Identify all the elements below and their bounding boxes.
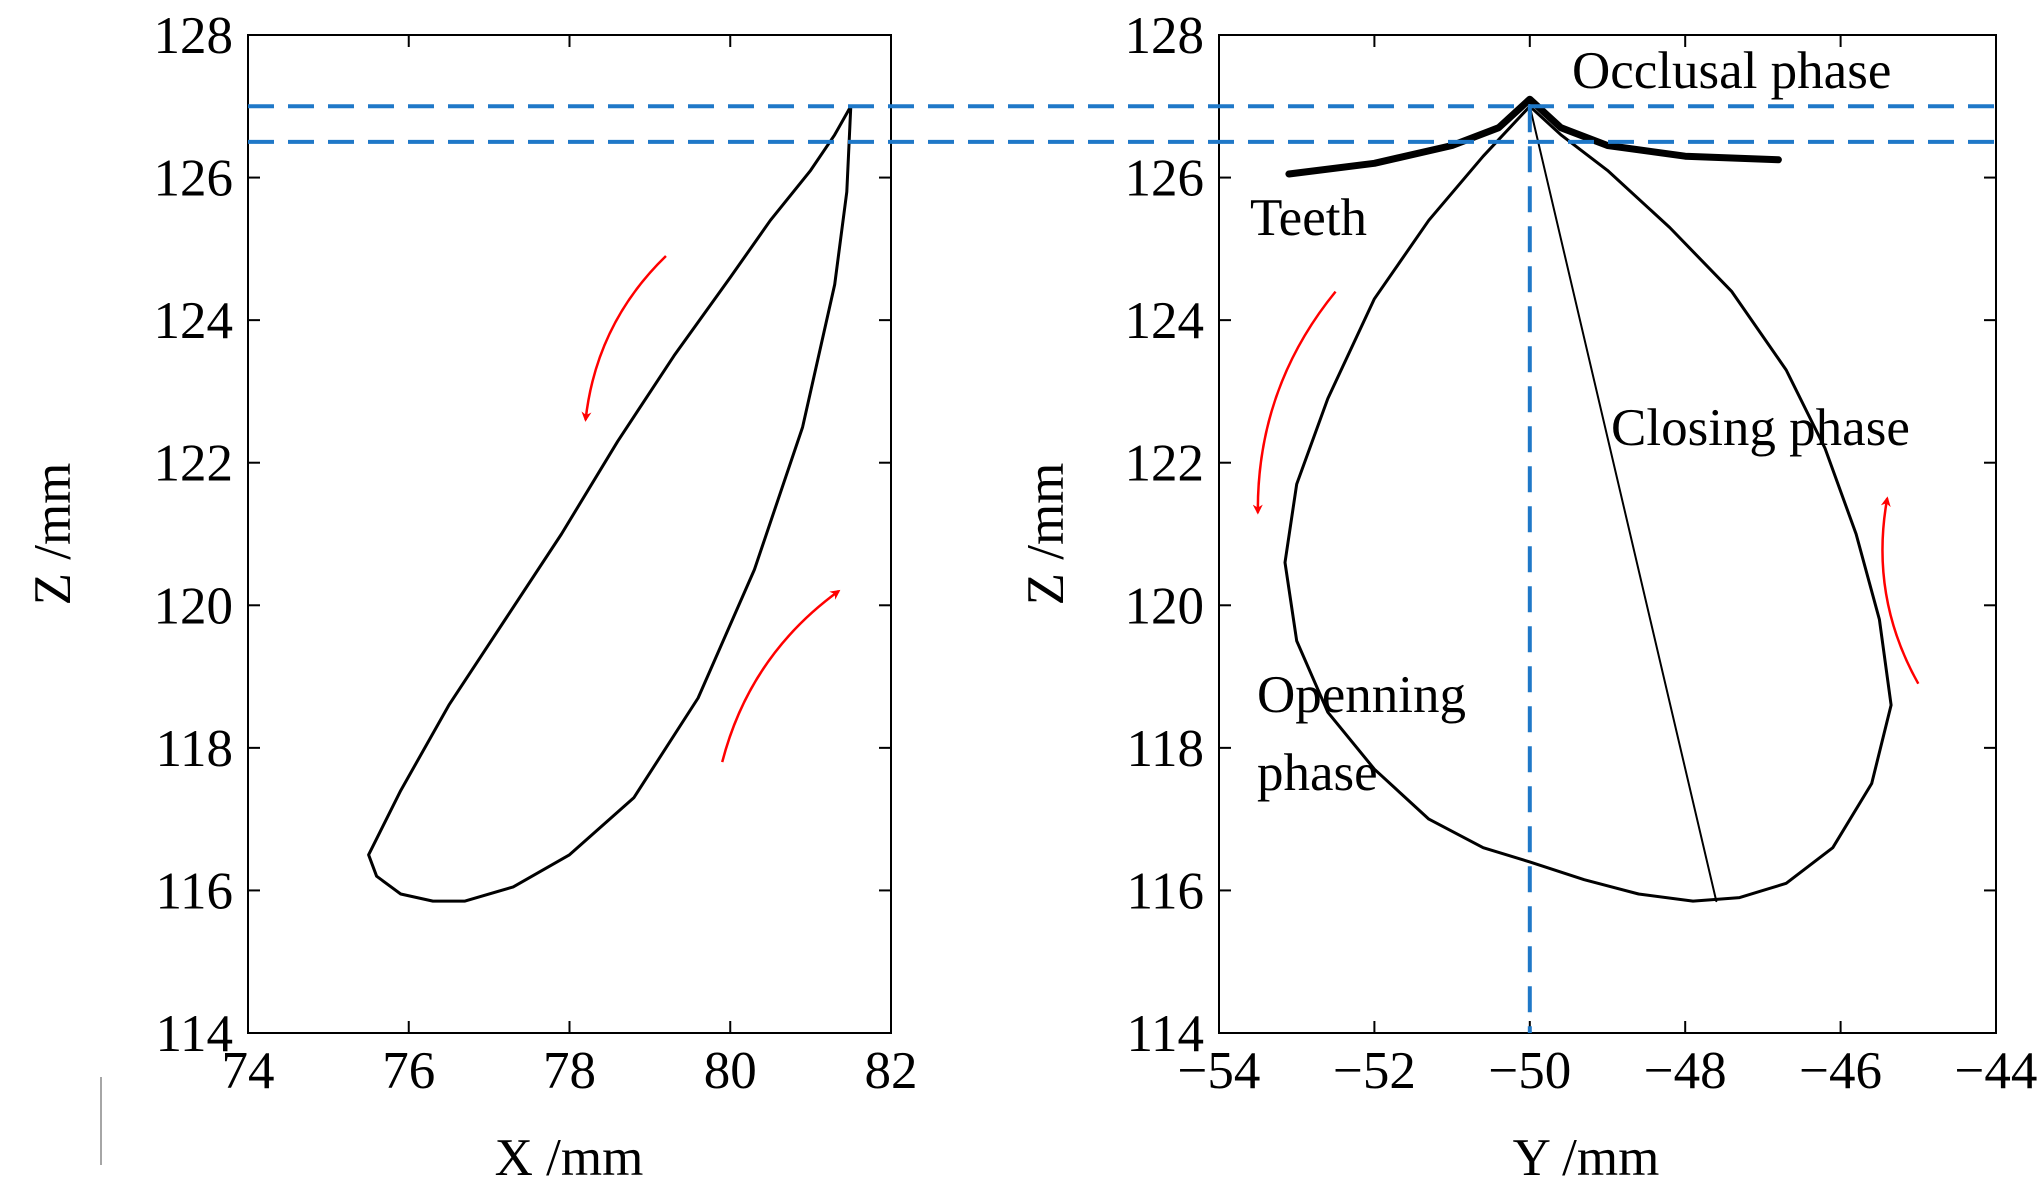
right-y-tick-label: 122: [1125, 435, 1205, 493]
left-arrow-up: [721, 589, 841, 763]
left-y-tick-label: 128: [154, 7, 234, 65]
left-y-tick-label: 118: [155, 720, 233, 778]
right-y-tick-label: 128: [1125, 7, 1205, 65]
annotation-teeth: Teeth: [1250, 189, 1367, 247]
right-y-tick-label: 126: [1125, 150, 1205, 208]
right-arrow-up: [1880, 496, 1920, 685]
right-x-tick-label: −48: [1644, 1042, 1727, 1100]
right-series-trajectory: [1283, 104, 1893, 903]
right-arrows: [1252, 290, 1920, 685]
left-y-tick-label: 124: [154, 292, 234, 350]
right-x-tick-label: −46: [1799, 1042, 1882, 1100]
right-y-tick-label: 124: [1125, 292, 1205, 350]
left-x-tick-label: 82: [865, 1042, 918, 1100]
left-curves: [367, 104, 853, 903]
left-ticks: 74 76 78 80 82 114 116 118 120 122 124 126 128: [154, 7, 918, 1100]
left-x-tick-label: 78: [543, 1042, 596, 1100]
left-x-tick-label: 80: [704, 1042, 757, 1100]
right-y-tick-label: 114: [1126, 1005, 1204, 1063]
left-x-tick-label: 74: [222, 1042, 275, 1100]
annotation-closing-phase: Closing phase: [1611, 399, 1910, 457]
right-y-tick-label: 116: [1126, 862, 1204, 920]
left-y-tick-label: 116: [155, 862, 233, 920]
right-series-closing-chord: [1528, 105, 1718, 903]
right-y-tick-label: 118: [1126, 720, 1204, 778]
right-x-tick-label: −44: [1955, 1042, 2038, 1100]
left-y-tick-label: 114: [155, 1005, 233, 1063]
left-panel: 74 76 78 80 82 114 116 118 120 122 124 126 128 X /mm…: [24, 7, 918, 1187]
right-ticks: −54 −52 −50 −48 −46 −44 114 116 118 120 122 124 126 1…: [1125, 7, 2038, 1100]
annotation-openning: Openning: [1257, 666, 1466, 724]
right-curves: [1283, 95, 1893, 903]
right-arrow-down: [1252, 290, 1337, 515]
right-x-tick-label: −50: [1488, 1042, 1571, 1100]
left-axes-box: [247, 34, 892, 1034]
left-y-axis-title: Z /mm: [24, 463, 82, 606]
left-y-tick-label: 120: [154, 577, 234, 635]
guide-lines: [248, 104, 1996, 1033]
right-series-teeth: [1285, 95, 1782, 178]
left-series-trajectory: [367, 104, 853, 903]
left-arrows: [581, 255, 841, 763]
right-x-tick-label: −54: [1178, 1042, 1261, 1100]
annotation-occlusal-phase: Occlusal phase: [1572, 42, 1891, 100]
left-arrow-down: [581, 255, 667, 422]
right-y-axis-title: Z /mm: [1017, 463, 1075, 606]
left-x-tick-label: 76: [382, 1042, 435, 1100]
left-y-tick-label: 122: [154, 435, 234, 493]
right-x-axis-title: Y /mm: [1513, 1129, 1660, 1187]
left-x-axis-title: X /mm: [495, 1129, 644, 1187]
left-y-tick-label: 126: [154, 150, 234, 208]
right-y-tick-label: 120: [1125, 577, 1205, 635]
right-panel: −54 −52 −50 −48 −46 −44 114 116 118 120 122 124 126 1…: [1017, 7, 2037, 1187]
right-x-tick-label: −52: [1333, 1042, 1416, 1100]
right-axes-box: [1218, 34, 1997, 1034]
annotation-phase: phase: [1257, 744, 1378, 802]
